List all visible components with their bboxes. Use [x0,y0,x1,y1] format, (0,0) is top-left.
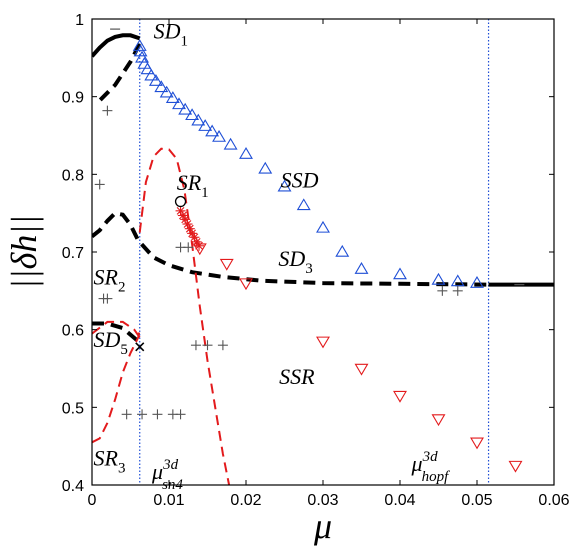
triangle-up-marker [191,113,206,126]
triangle-up-marker [223,137,238,150]
x-marker [135,342,145,352]
triangle-up-marker [239,147,253,159]
triangle-up-marker [144,68,159,81]
branch-curve [94,42,142,106]
branch-curve [92,33,141,58]
triangle-up-marker [393,267,407,280]
plus-marker [137,409,148,420]
triangle-up-marker [154,80,169,93]
curve-label: SD5 [94,327,128,358]
x-tick-label: 0.03 [307,492,338,509]
asterisk-marker [189,232,200,243]
triangle-up-marker [354,262,369,274]
plus-marker [94,179,105,190]
x-axis-label: μ [313,506,332,546]
triangle-up-marker [198,119,213,131]
triangle-up-marker [205,124,220,137]
asterisk-marker [182,219,193,230]
y-tick-label: 0.5 [62,400,84,417]
triangle-up-marker [277,179,292,192]
triangle-up-marker [335,244,350,257]
plus-marker [102,105,113,116]
plus-marker [190,340,201,351]
x-tick-label: 0.05 [461,492,492,509]
branch-curve [92,321,140,343]
y-tick-label: 0.8 [62,167,84,184]
axis-ticks: 0 0.01 0.02 0.03 0.04 0.05 0.06 0.4 0.5 0.6 0.7 0.8… [62,12,570,509]
x-tick-label: 0.01 [153,492,184,509]
triangle-up-marker [165,91,180,103]
x-tick-label: 0.02 [230,492,261,509]
triangle-up-marker [148,74,163,86]
branch-curve [92,320,141,338]
branch-curve [138,147,231,485]
triangle-up-marker [258,161,273,174]
triangle-up-marker [296,198,311,211]
triangle-down-marker [192,243,207,256]
plus-marker [217,340,228,351]
curve-label: SR2 [94,265,126,296]
y-axis-label: ||δh|| [4,215,44,289]
plus-marker [102,293,113,304]
triangle-up-marker [431,272,446,285]
triangle-down-marker [354,363,369,376]
branch-curve [92,329,141,444]
y-tick-label: 1 [75,12,84,29]
curve-label: μ3d hopf [411,449,451,485]
triangle-up-marker [450,274,465,287]
circle-marker [174,195,187,208]
curve-label: SSR [279,364,315,389]
plus-marker [452,285,463,296]
plus-marker [183,242,194,253]
curve-label: SR3 [94,446,126,477]
branch-curve [92,211,489,287]
y-tick-label: 0.9 [62,90,84,107]
x-tick-label: 0 [88,492,97,509]
plus-marker [152,409,163,420]
triangle-up-marker [132,39,147,51]
triangle-down-marker [470,437,484,450]
triangle-down-marker [316,336,330,349]
plus-marker [175,409,186,420]
y-tick-label: 0.7 [62,245,84,262]
triangle-up-marker [185,108,200,121]
plus-marker [437,285,448,296]
curve-label: SR1 [177,170,209,201]
x-tick-label: 0.06 [538,492,569,509]
y-tick-label: 0.6 [62,323,84,340]
triangle-up-marker [316,220,330,233]
x-tick-label: 0.04 [384,492,415,509]
triangle-up-marker [159,85,174,98]
curve-label: SD1 [154,18,188,49]
plus-marker [121,409,132,420]
curve-label: SD3 [278,246,312,277]
curve-label: SSD [281,168,319,193]
triangle-down-marker [393,390,407,403]
triangle-up-marker [172,97,186,110]
triangle-up-marker [178,102,193,115]
y-tick-label: 0.4 [62,478,84,495]
triangle-down-marker [508,460,523,473]
triangle-down-marker [239,278,253,291]
triangle-up-marker [140,62,155,75]
plot-content [92,19,554,485]
triangle-down-marker [431,414,446,427]
plus-marker [202,340,213,351]
triangle-down-marker [219,258,234,271]
triangle-up-marker [212,129,227,142]
triangle-up-marker [133,44,148,57]
triangle-up-marker [470,275,484,288]
